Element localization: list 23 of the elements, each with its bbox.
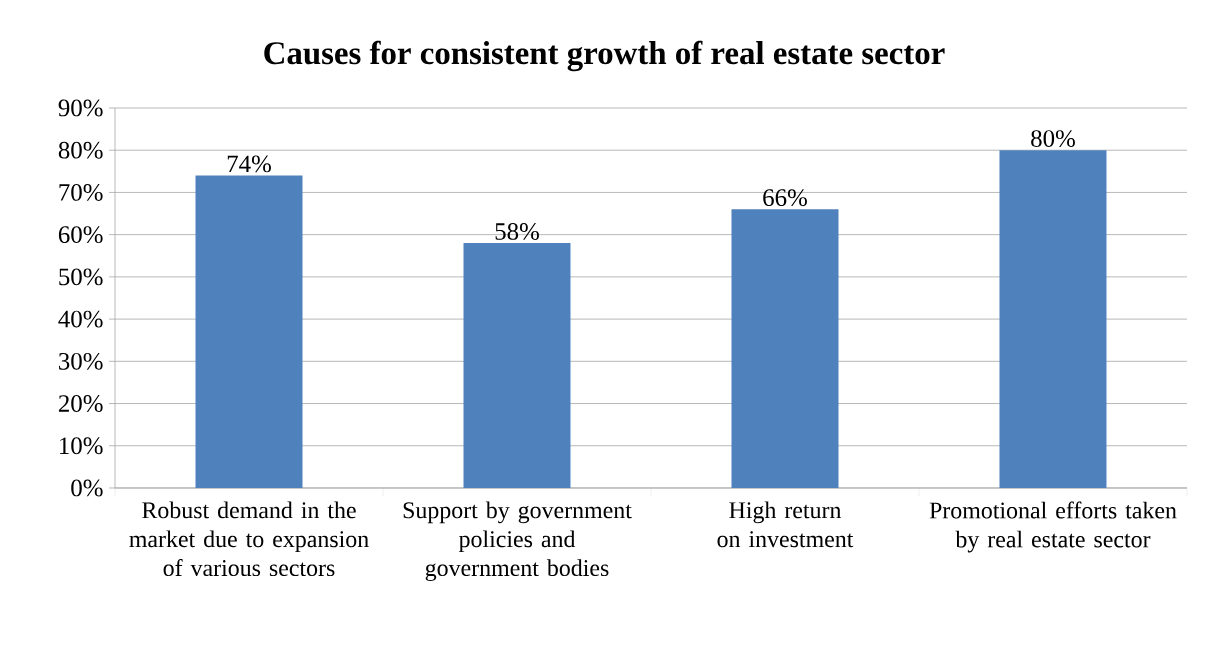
x-tick-label: Robust demand in the market due to expansion of various sectors — [129, 501, 369, 577]
y-tick-label: 80% — [58, 141, 103, 159]
bar — [731, 209, 839, 488]
y-tick-label: 70% — [59, 183, 103, 201]
x-tick-label: High return on investment — [717, 501, 854, 548]
data-label: 74% — [227, 155, 271, 173]
x-tick-label: Promotional efforts taken by real estate sector — [929, 501, 1177, 553]
y-tick-label: 60% — [58, 226, 103, 244]
y-tick-label: 30% — [59, 352, 103, 370]
y-tick-label: 0% — [71, 479, 103, 497]
y-tick-label: 90% — [58, 99, 103, 117]
data-label: 80% — [1031, 130, 1075, 148]
data-label: 66% — [763, 189, 807, 207]
chart-title: Causes for consistent growth of real estate sector — [264, 40, 945, 72]
bar — [195, 175, 303, 488]
y-tick-label: 20% — [58, 395, 103, 412]
y-tick-label: 40% — [58, 310, 103, 328]
data-label: 58% — [495, 223, 539, 240]
y-tick-label: 10% — [60, 437, 103, 455]
bar — [999, 150, 1107, 488]
x-tick-label: Support by government policies and government bodies — [403, 501, 632, 582]
y-tick-label: 50% — [59, 268, 103, 286]
bar — [463, 243, 571, 488]
